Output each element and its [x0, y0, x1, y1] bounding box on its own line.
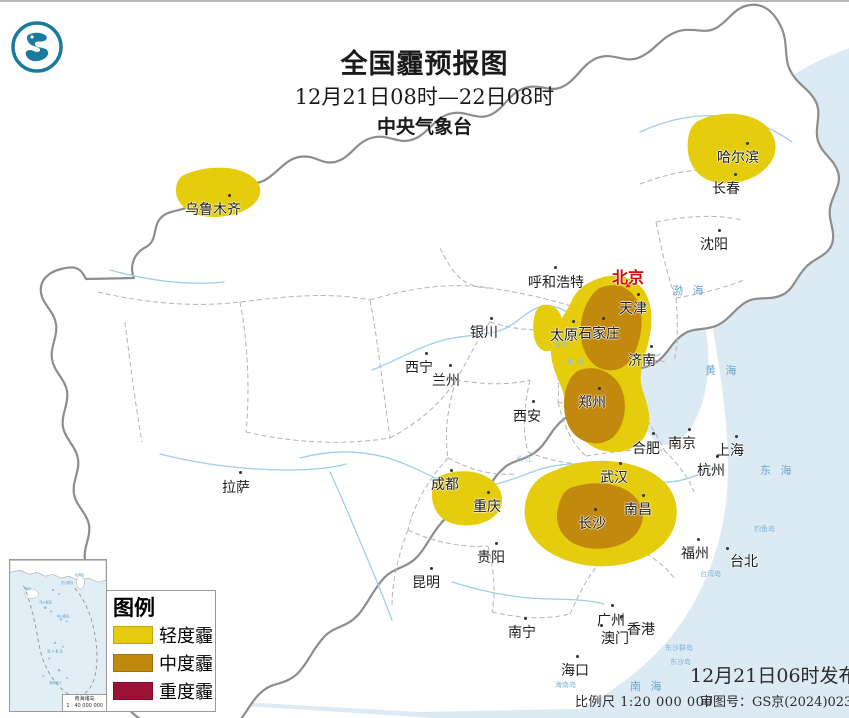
svg-text:南 沙 群 岛: 南 沙 群 岛: [47, 649, 62, 654]
haze-urumqi-light: [176, 167, 261, 217]
haze-harbin-light: [687, 113, 776, 184]
city-marker: [594, 508, 597, 511]
inset-islands: [42, 588, 68, 680]
inset-sea: [10, 560, 106, 711]
south-china-sea-inset: 海口 西沙群岛 中沙群岛 南 沙 群 岛 曾母暗沙 东沙群岛 台湾岛 南海诸岛 …: [9, 559, 107, 712]
svg-text:海口: 海口: [25, 586, 31, 591]
city-marker: [450, 469, 453, 472]
city-marker: [449, 364, 452, 367]
city-marker: [619, 462, 622, 465]
city-marker: [688, 428, 691, 431]
haze-changsha-moderate: [556, 483, 643, 549]
FM-rivers: [109, 114, 793, 621]
svg-text:中沙群岛: 中沙群岛: [57, 613, 70, 618]
city-marker: [718, 229, 721, 232]
city-marker: [716, 455, 719, 458]
svg-text:台湾岛: 台湾岛: [75, 572, 84, 577]
haze-chongqing-light: [431, 471, 503, 526]
city-marker: [726, 547, 729, 550]
legend-box: 图例 轻度霾 中度霾 重度霾: [106, 590, 216, 712]
city-marker: [495, 542, 498, 545]
legend-swatch-light: [113, 626, 153, 644]
city-marker: [600, 624, 603, 627]
inset-map-svg: 海口 西沙群岛 中沙群岛 南 沙 群 岛 曾母暗沙 东沙群岛 台湾岛: [10, 560, 106, 711]
city-marker: [650, 345, 653, 348]
city-marker: [735, 435, 738, 438]
city-marker: ★: [624, 281, 633, 291]
tarim-river: [109, 269, 225, 284]
city-marker: [602, 317, 605, 320]
inset-scale-ratio: 1 : 40 000 000: [66, 703, 103, 709]
legend-swatch-moderate: [113, 654, 153, 672]
city-marker: [620, 615, 623, 618]
inset-labels: 海口 西沙群岛 中沙群岛 南 沙 群 岛 曾母暗沙 东沙群岛 台湾岛: [25, 572, 84, 685]
haze-taiyuan-light: [533, 304, 563, 352]
svg-text:曾母暗沙: 曾母暗沙: [49, 680, 62, 685]
inset-hainan: [24, 588, 39, 600]
city-marker: [652, 432, 655, 435]
map-approval-number: 审图号：GS京(2024)0236号: [700, 695, 849, 710]
city-marker: [430, 567, 433, 570]
map-scale: 比例尺 1:20 000 000: [575, 695, 714, 710]
svg-text:西沙群岛: 西沙群岛: [39, 600, 52, 605]
legend-swatch-heavy: [113, 682, 153, 700]
haze-jingjinji-moderate: [580, 285, 642, 371]
city-marker: [228, 194, 231, 197]
logo-circle: [11, 21, 63, 73]
inset-taiwan: [76, 575, 85, 590]
logo-eye: [30, 35, 34, 39]
legend-title: 图例: [113, 595, 155, 620]
city-marker: [490, 317, 493, 320]
city-marker: [532, 400, 535, 403]
city-marker: [554, 266, 557, 269]
city-marker: [487, 491, 490, 494]
legend-label-light: 轻度霾: [159, 626, 213, 647]
legend-label-moderate: 中度霾: [159, 654, 213, 675]
city-marker: [637, 293, 640, 296]
svg-text:东沙群岛: 东沙群岛: [61, 580, 74, 585]
yarlung-river: [159, 453, 347, 471]
legend-item-heavy: 重度霾: [113, 677, 215, 705]
FM-haze-areas: [176, 113, 776, 567]
issue-time: 12月21日06时发布: [690, 665, 849, 687]
logo-dragon-icon: [25, 32, 49, 62]
city-marker: [611, 604, 614, 607]
inset-scale-box: 南海诸岛 1 : 40 000 000: [62, 694, 106, 711]
cma-logo: [11, 21, 63, 73]
city-marker: [642, 494, 645, 497]
legend-label-heavy: 重度霾: [159, 682, 213, 703]
city-marker: [576, 655, 579, 658]
legend-item-moderate: 中度霾: [113, 649, 215, 677]
lancang-river: [329, 471, 393, 621]
legend-item-light: 轻度霾: [113, 621, 215, 649]
pearl-river: [451, 581, 605, 605]
city-marker: [425, 352, 428, 355]
city-marker: [734, 173, 737, 176]
city-marker: [746, 142, 749, 145]
city-marker: [572, 320, 575, 323]
city-marker: [239, 471, 242, 474]
FM-south-sea: [140, 700, 849, 718]
city-marker: [524, 617, 527, 620]
city-marker: [598, 387, 601, 390]
city-marker: [697, 538, 700, 541]
inset-scale-title: 南海诸岛: [74, 696, 95, 702]
haze-zhengzhou-moderate: [564, 368, 625, 444]
